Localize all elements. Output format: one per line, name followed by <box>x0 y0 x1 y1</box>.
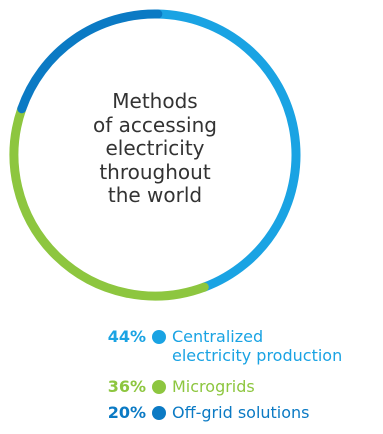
legend-dot-icon <box>152 406 166 420</box>
donut-slice-2 <box>17 9 163 114</box>
legend-percent: 20% <box>107 403 146 422</box>
legend-label-line: Centralized <box>172 327 264 346</box>
chart-title: Methods of accessing electricity through… <box>70 89 240 208</box>
legend-label-line: Microgrids <box>172 377 255 396</box>
chart-title-line: electricity <box>105 136 205 160</box>
chart-title-line: Methods <box>112 89 198 113</box>
chart-title-line: the world <box>107 183 203 207</box>
legend-percent: 36% <box>107 377 146 396</box>
legend-dot-icon <box>152 380 166 394</box>
chart-title-line: of accessing <box>93 112 217 137</box>
donut-slice-1 <box>9 104 209 301</box>
legend-label-line: electricity production <box>172 346 343 365</box>
legend-percent: 44% <box>107 327 146 346</box>
donut-slice-0 <box>153 9 301 292</box>
legend-label-line: Off-grid solutions <box>172 403 310 422</box>
chart-title-line: throughout <box>99 159 211 184</box>
legend-label: Microgrids <box>172 377 255 396</box>
legend-label: Centralized electricity production <box>172 327 342 365</box>
legend-label: Off-grid solutions <box>172 403 310 422</box>
legend-dot-icon <box>152 330 166 344</box>
